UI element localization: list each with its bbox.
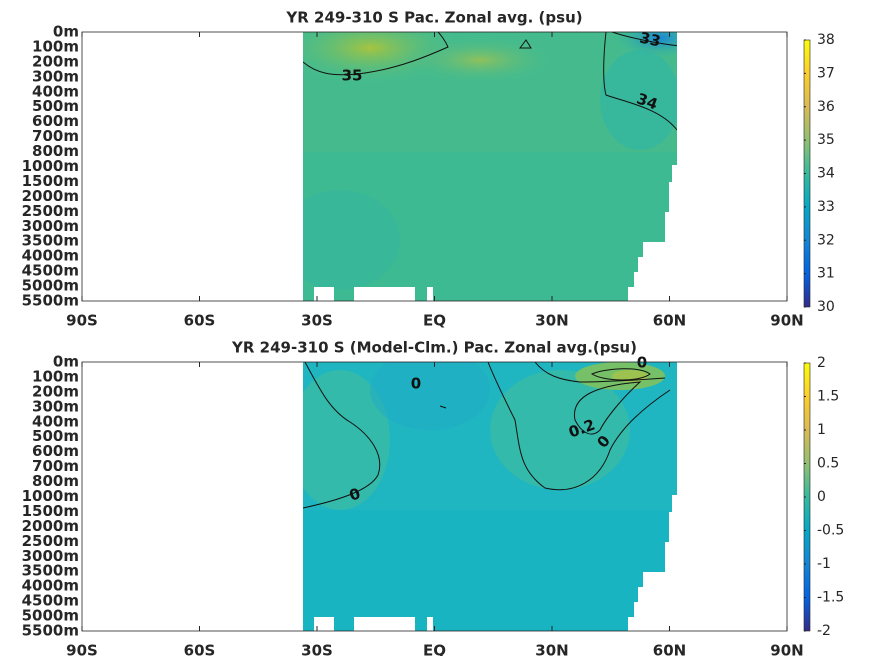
- x-tick-label: 90S: [66, 642, 98, 656]
- y-tick-label: 2000m: [22, 517, 79, 535]
- y-tick-label: 3000m: [22, 217, 79, 235]
- colorbar-tick-label: -1: [817, 556, 831, 572]
- y-tick-label: 1500m: [22, 172, 79, 190]
- contour-label: 0: [637, 354, 647, 372]
- colorbar-tick-label: 30: [817, 299, 835, 315]
- y-tick-label: 3500m: [22, 562, 79, 580]
- colorbar-tick-label: 35: [817, 132, 835, 148]
- colorbar-tick-label: 37: [817, 65, 835, 81]
- y-tick-label: 3000m: [22, 547, 79, 565]
- y-tick-label: 800m: [32, 142, 79, 160]
- y-tick-label: 2500m: [22, 532, 79, 550]
- y-tick-label: 4000m: [22, 577, 79, 595]
- y-tick-label: 500m: [32, 97, 79, 115]
- chart-title: YR 249-310 S (Model-Clm.) Pac. Zonal avg…: [231, 339, 637, 357]
- x-tick-label: 60N: [653, 312, 686, 330]
- y-tick-label: 2000m: [22, 187, 79, 205]
- y-tick-label: 2500m: [22, 202, 79, 220]
- y-tick-label: 5500m: [22, 292, 79, 310]
- y-tick-label: 400m: [32, 412, 79, 430]
- colorbar: 30 31 32 33 34 35 36 37 38: [803, 32, 835, 315]
- x-tick-label: 30N: [535, 642, 568, 656]
- y-tick-label: 1000m: [22, 487, 79, 505]
- x-tick-label: 60N: [653, 642, 686, 656]
- x-tick-label: 60S: [184, 642, 216, 656]
- y-tick-label: 200m: [32, 382, 79, 400]
- colorbar-tick-label: 38: [817, 32, 835, 48]
- y-tick-label: 5000m: [22, 277, 79, 295]
- colorbar-tick-label: 0.5: [817, 456, 839, 472]
- colorbar-tick-label: 31: [817, 266, 835, 282]
- chart-title: YR 249-310 S Pac. Zonal avg. (psu): [285, 9, 582, 27]
- y-tick-label: 0m: [53, 23, 79, 41]
- contour-label: 33: [638, 29, 662, 51]
- colorbar-tick-label: 0: [817, 489, 826, 505]
- colorbar-tick-label: -1.5: [817, 590, 844, 606]
- y-tick-label: 700m: [32, 457, 79, 475]
- y-tick-label: 800m: [32, 472, 79, 490]
- colorbar-tick-label: 1.5: [817, 389, 839, 405]
- y-tick-label: 4000m: [22, 247, 79, 265]
- colorbar: -2 -1.5 -1 -0.5 0 0.5 1 1.5 2: [803, 355, 844, 639]
- y-tick-label: 3500m: [22, 232, 79, 250]
- y-tick-label: 1000m: [22, 157, 79, 175]
- x-tick-label: 90S: [66, 312, 98, 330]
- colorbar-tick-label: 2: [817, 355, 826, 371]
- y-tick-label: 300m: [32, 67, 79, 85]
- y-tick-label: 100m: [32, 367, 79, 385]
- y-tick-label: 200m: [32, 52, 79, 70]
- y-tick-label: 4500m: [22, 592, 79, 610]
- colorbar-tick-label: 32: [817, 232, 835, 248]
- y-tick-label: 100m: [32, 37, 79, 55]
- y-tick-label: 1500m: [22, 502, 79, 520]
- y-tick-label: 0m: [53, 353, 79, 371]
- x-tick-label: 90N: [770, 642, 803, 656]
- contour-label: 35: [342, 67, 363, 85]
- colorbar-tick-label: -0.5: [817, 523, 844, 539]
- field: [303, 32, 677, 301]
- y-tick-label: 600m: [32, 112, 79, 130]
- x-tick-label: EQ: [423, 642, 446, 656]
- x-tick-label: 30S: [301, 642, 333, 656]
- y-tick-label: 300m: [32, 397, 79, 415]
- y-tick-label: 4500m: [22, 262, 79, 280]
- x-tick-label: 30N: [535, 312, 568, 330]
- colorbar-tick-label: 33: [817, 199, 835, 215]
- x-tick-label: EQ: [423, 312, 446, 330]
- y-tick-label: 600m: [32, 442, 79, 460]
- y-tick-label: 400m: [32, 82, 79, 100]
- y-tick-label: 5000m: [22, 607, 79, 625]
- x-tick-label: 60S: [184, 312, 216, 330]
- x-tick-label: 30S: [301, 312, 333, 330]
- colorbar-tick-label: 36: [817, 99, 835, 115]
- y-tick-label: 500m: [32, 427, 79, 445]
- contour-label: 0: [411, 375, 421, 393]
- y-tick-label: 5500m: [22, 622, 79, 640]
- colorbar-tick-label: 34: [817, 166, 835, 182]
- y-tick-label: 700m: [32, 127, 79, 145]
- x-tick-label: 90N: [770, 312, 803, 330]
- colorbar-tick-label: 1: [817, 422, 826, 438]
- colorbar-tick-label: -2: [817, 623, 831, 639]
- field: [303, 362, 677, 631]
